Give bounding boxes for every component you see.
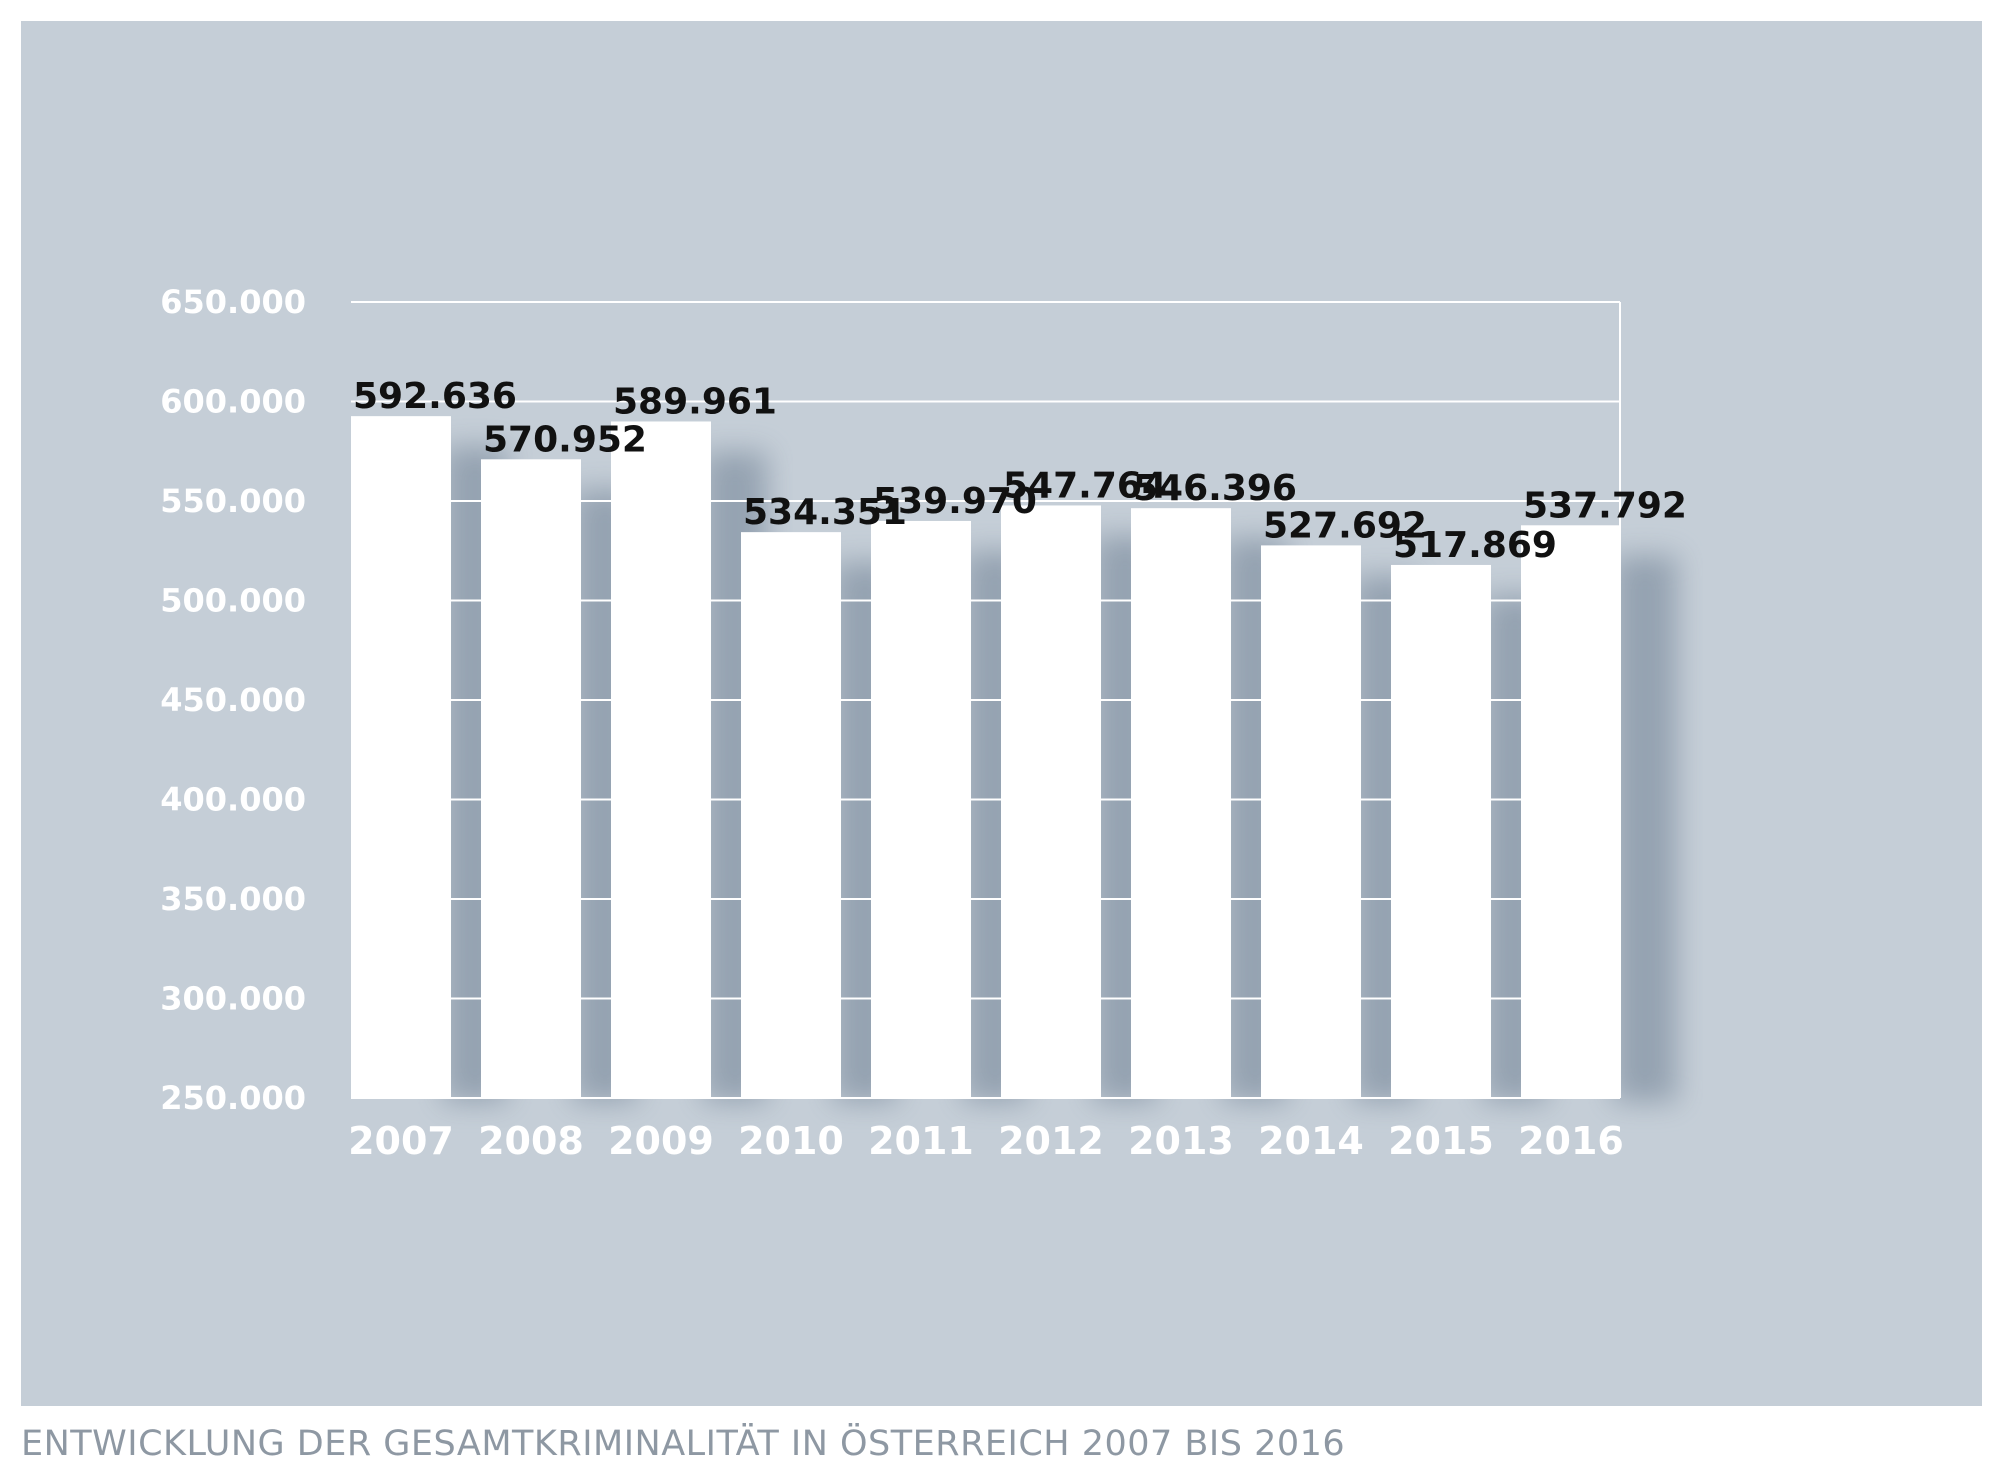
data-label: 534.351 — [743, 492, 907, 533]
bar-2014 — [1261, 545, 1361, 1098]
bar-shadow — [1613, 555, 1677, 1102]
y-tick-label: 600.000 — [160, 383, 306, 421]
x-tick-label: 2010 — [738, 1119, 844, 1163]
x-tick-label: 2007 — [348, 1119, 454, 1163]
y-tick-label: 500.000 — [160, 582, 306, 620]
data-label: 539.970 — [873, 481, 1037, 522]
bar-2008 — [481, 459, 581, 1098]
x-axis-tick-labels: 2007 2008 2009 2010 2011 2012 2013 2014 2015 2016 — [348, 1119, 1624, 1163]
data-label: 570.952 — [483, 419, 647, 460]
bars — [351, 416, 1621, 1098]
bar-2007 — [351, 416, 451, 1098]
bar-2011 — [871, 520, 971, 1098]
x-tick-label: 2012 — [998, 1119, 1104, 1163]
y-tick-label: 450.000 — [160, 681, 306, 719]
x-tick-label: 2013 — [1128, 1119, 1234, 1163]
y-tick-label: 250.000 — [160, 1079, 306, 1117]
bar-chart: 250.000 300.000 350.000 400.000 450.000 500.0… — [21, 21, 1982, 1406]
bar-2010 — [741, 532, 841, 1098]
bar-2016 — [1521, 525, 1621, 1098]
data-label: 527.692 — [1263, 505, 1427, 546]
data-label: 547.764 — [1003, 465, 1167, 506]
bar-2009 — [611, 421, 711, 1098]
y-tick-label: 550.000 — [160, 482, 306, 520]
bar-2013 — [1131, 508, 1231, 1098]
data-label: 537.792 — [1523, 485, 1687, 526]
y-tick-label: 650.000 — [160, 283, 306, 321]
data-label: 517.869 — [1393, 525, 1557, 566]
y-tick-label: 350.000 — [160, 880, 306, 918]
data-label: 592.636 — [353, 376, 517, 417]
y-axis-tick-labels: 250.000 300.000 350.000 400.000 450.000 500.0… — [160, 283, 306, 1117]
bar-2012 — [1001, 505, 1101, 1098]
data-label: 589.961 — [613, 381, 777, 422]
chart-panel: 250.000 300.000 350.000 400.000 450.000 500.0… — [21, 21, 1982, 1406]
y-tick-label: 300.000 — [160, 980, 306, 1018]
x-tick-label: 2009 — [608, 1119, 714, 1163]
x-tick-label: 2011 — [868, 1119, 974, 1163]
x-tick-label: 2015 — [1388, 1119, 1494, 1163]
data-label: 546.396 — [1133, 468, 1297, 509]
chart-caption: ENTWICKLUNG DER GESAMTKRIMINALITÄT IN ÖS… — [21, 1424, 1346, 1464]
x-tick-label: 2016 — [1518, 1119, 1624, 1163]
bar-2015 — [1391, 564, 1491, 1098]
x-tick-label: 2014 — [1258, 1119, 1364, 1163]
x-tick-label: 2008 — [478, 1119, 584, 1163]
y-tick-label: 400.000 — [160, 781, 306, 819]
